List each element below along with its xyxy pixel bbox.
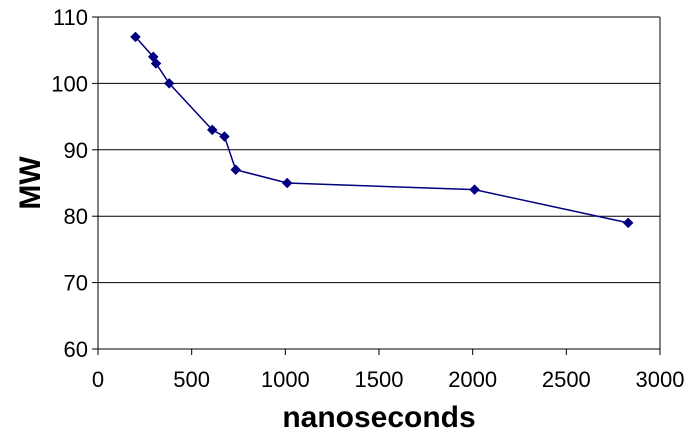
y-tick-label: 80 bbox=[64, 204, 88, 229]
tick-labels: 60 70 80 90 100 110 0 500 1000 1500 2000 2500 3000 bbox=[51, 5, 684, 392]
x-tick-label: 500 bbox=[173, 367, 210, 392]
grid-lines bbox=[98, 16, 661, 349]
x-axis-title: nanoseconds bbox=[282, 401, 475, 434]
data-point bbox=[230, 164, 242, 176]
data-point bbox=[150, 58, 162, 69]
data-point bbox=[219, 131, 230, 142]
data-point bbox=[206, 124, 218, 136]
data-point bbox=[469, 184, 480, 195]
data-point bbox=[130, 31, 141, 43]
y-tick-label: 60 bbox=[64, 337, 88, 362]
axes bbox=[92, 16, 661, 355]
x-tick-label: 2500 bbox=[542, 367, 591, 392]
x-tick-label: 1500 bbox=[355, 367, 404, 392]
data-point bbox=[622, 217, 634, 229]
data-series bbox=[130, 31, 634, 229]
data-point bbox=[163, 78, 175, 89]
y-tick-label: 90 bbox=[64, 138, 88, 163]
y-axis-title: MW bbox=[14, 156, 47, 210]
y-tick-label: 70 bbox=[64, 271, 88, 296]
x-tick-label: 2000 bbox=[448, 367, 497, 392]
data-point bbox=[281, 177, 293, 189]
x-tick-label: 1000 bbox=[261, 367, 310, 392]
y-tick-label: 110 bbox=[53, 5, 88, 30]
y-tick-label: 100 bbox=[51, 71, 88, 96]
x-tick-label: 0 bbox=[92, 367, 104, 392]
x-tick-label: 3000 bbox=[636, 367, 685, 392]
